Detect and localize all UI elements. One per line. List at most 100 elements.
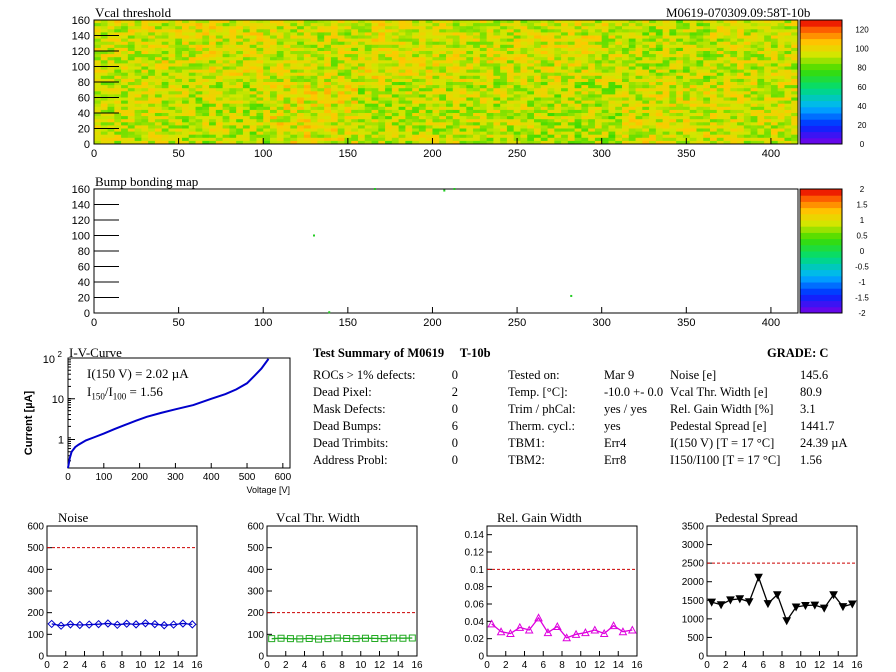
map-cell bbox=[689, 113, 697, 117]
map-cell bbox=[121, 69, 129, 74]
map-cell bbox=[486, 78, 494, 83]
map-cell bbox=[777, 38, 785, 43]
map-cell bbox=[446, 20, 454, 24]
map-cell bbox=[642, 106, 650, 111]
map-cell bbox=[425, 113, 433, 117]
map-cell bbox=[385, 100, 393, 105]
map-cell bbox=[141, 113, 149, 117]
x-tick-label: 200 bbox=[423, 148, 441, 160]
map-cell bbox=[554, 51, 562, 55]
map-cell bbox=[330, 75, 339, 80]
map-cell bbox=[270, 103, 278, 108]
map-cell bbox=[242, 38, 251, 43]
map-cell bbox=[594, 41, 603, 46]
map-cell bbox=[94, 20, 102, 24]
map-cell bbox=[351, 32, 359, 36]
map-cell bbox=[405, 94, 413, 98]
map-cell bbox=[764, 44, 772, 49]
map-cell bbox=[655, 113, 664, 117]
map-cell bbox=[567, 29, 576, 33]
map-cell bbox=[635, 66, 643, 70]
map-cell bbox=[594, 88, 603, 92]
map-cell bbox=[202, 26, 210, 30]
map-cell bbox=[682, 69, 691, 74]
map-cell bbox=[242, 23, 251, 27]
map-cell bbox=[310, 137, 318, 142]
map-cell bbox=[168, 109, 176, 114]
map-cell bbox=[500, 23, 508, 27]
map-cell bbox=[642, 29, 650, 33]
map-cell bbox=[290, 63, 298, 67]
map-cell bbox=[486, 32, 494, 36]
map-cell bbox=[500, 140, 508, 145]
map-cell bbox=[540, 57, 548, 61]
map-cell bbox=[574, 97, 582, 101]
map-cell bbox=[242, 29, 251, 33]
map-cell bbox=[141, 91, 149, 95]
map-cell bbox=[391, 97, 400, 101]
map-cell bbox=[385, 119, 393, 123]
map-cell bbox=[215, 125, 224, 129]
map-cell bbox=[594, 63, 603, 67]
map-cell bbox=[506, 78, 515, 83]
map-cell bbox=[249, 66, 257, 70]
x-tick-label: 2 bbox=[503, 660, 509, 671]
map-cell bbox=[716, 35, 724, 39]
map-cell bbox=[418, 29, 427, 33]
map-cell bbox=[540, 20, 548, 24]
map-cell bbox=[486, 44, 494, 49]
map-cell bbox=[520, 82, 528, 86]
map-cell bbox=[615, 47, 623, 52]
map-cell bbox=[94, 47, 102, 52]
map-cell bbox=[554, 29, 562, 33]
map-cell bbox=[161, 85, 169, 89]
x-tick-label: 4 bbox=[302, 660, 308, 671]
map-cell bbox=[486, 75, 494, 80]
map-cell bbox=[127, 38, 136, 43]
map-cell bbox=[148, 20, 156, 24]
map-cell bbox=[364, 116, 372, 120]
summary-row: Therm. cycl.: yes bbox=[508, 419, 668, 436]
map-cell bbox=[270, 38, 278, 43]
map-cell bbox=[703, 78, 711, 83]
map-cell bbox=[473, 51, 481, 55]
map-cell bbox=[534, 32, 542, 36]
data-point bbox=[571, 629, 581, 638]
map-cell bbox=[635, 116, 643, 120]
map-cell bbox=[791, 72, 799, 77]
map-cell bbox=[791, 66, 799, 70]
map-cell bbox=[297, 134, 305, 139]
map-cell bbox=[107, 38, 115, 43]
map-cell bbox=[114, 72, 122, 77]
map-cell bbox=[750, 41, 758, 46]
map-cell bbox=[534, 91, 542, 95]
map-cell bbox=[696, 23, 704, 27]
map-cell bbox=[669, 38, 677, 43]
map-cell bbox=[330, 38, 339, 43]
map-cell bbox=[182, 91, 190, 95]
map-cell bbox=[121, 57, 129, 61]
map-cell bbox=[649, 122, 657, 126]
map-cell bbox=[209, 88, 217, 92]
map-cell bbox=[486, 26, 494, 30]
map-cell bbox=[689, 82, 697, 86]
map-cell bbox=[317, 51, 325, 55]
map-cell bbox=[764, 109, 772, 114]
map-cell bbox=[148, 60, 156, 64]
map-cell bbox=[425, 66, 433, 70]
map-cell bbox=[209, 134, 217, 139]
map-cell bbox=[412, 60, 420, 64]
map-cell bbox=[351, 60, 359, 64]
map-cell bbox=[134, 51, 142, 55]
map-cell bbox=[588, 140, 596, 145]
map-cell bbox=[344, 51, 352, 55]
map-cell bbox=[161, 47, 169, 52]
map-cell bbox=[527, 54, 535, 58]
map-cell bbox=[452, 131, 460, 136]
map-cell bbox=[506, 97, 515, 101]
map-cell bbox=[391, 113, 400, 117]
map-cell bbox=[459, 97, 467, 101]
map-cell bbox=[270, 72, 278, 77]
map-cell bbox=[276, 44, 284, 49]
map-cell bbox=[791, 131, 799, 136]
